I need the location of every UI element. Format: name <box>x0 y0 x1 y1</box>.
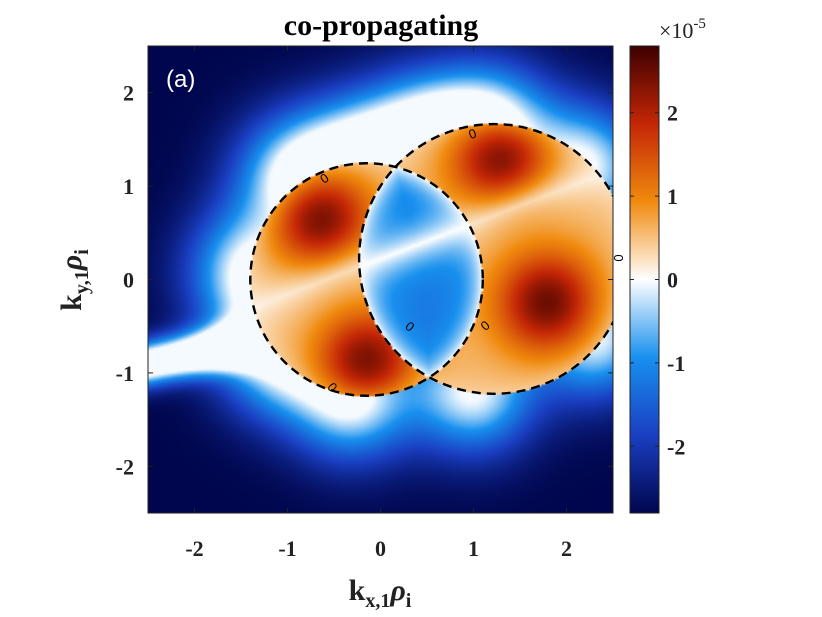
plot-area: 0 0 0 0 0 0 (a) <box>147 45 626 514</box>
colorbar-tick-label: 0 <box>667 268 678 293</box>
x-tick-label: -1 <box>278 536 296 561</box>
y-label-rho: ρ <box>55 255 88 271</box>
x-tick-label: 0 <box>375 536 386 561</box>
svg-text:kx,1ρi: kx,1ρi <box>349 574 412 612</box>
y-tick-label: 2 <box>123 81 134 106</box>
x-label-k: k <box>349 574 366 607</box>
colorbar-tick-label: -2 <box>667 434 685 459</box>
y-tick-label: -1 <box>116 361 134 386</box>
y-tick-label: 0 <box>123 268 134 293</box>
x-tick-label: 1 <box>468 536 479 561</box>
colorbar-bar <box>630 46 659 513</box>
x-tick-label: -2 <box>185 536 203 561</box>
y-tick-label: -2 <box>116 454 134 479</box>
x-axis-label: kx,1ρi <box>349 574 412 612</box>
y-axis-label: ky,1ρi <box>55 249 93 311</box>
colorbar-exponent-base: ×10 <box>659 18 693 43</box>
colorbar-ticks: -2 -1 0 1 2 <box>630 101 685 459</box>
svg-text:×10-5: ×10-5 <box>659 16 706 43</box>
svg-text:ky,1ρi: ky,1ρi <box>55 249 93 311</box>
contour-label: 0 <box>466 125 478 142</box>
zero-contour-left <box>249 162 484 397</box>
y-label-k: k <box>55 294 88 311</box>
heatmap-image <box>148 46 613 513</box>
colorbar-tick-label: 2 <box>667 101 678 126</box>
y-tick-label: 1 <box>123 174 134 199</box>
contours <box>249 122 613 397</box>
contour-label: 0 <box>611 254 626 261</box>
x-label-sub: x,1 <box>365 590 390 612</box>
colorbar-exponent-power: -5 <box>693 16 706 32</box>
y-label-sub: y,1 <box>71 270 93 294</box>
y-label-rho-sub: i <box>71 249 93 255</box>
zero-contour-right <box>357 122 613 395</box>
colorbar-tick-label: 1 <box>667 184 678 209</box>
x-axis-ticks: -2 -1 0 1 2 <box>185 46 572 561</box>
x-tick-label: 2 <box>561 536 572 561</box>
y-axis-ticks: -2 -1 0 1 2 <box>116 81 613 479</box>
colorbar-tick-label: -1 <box>667 351 685 376</box>
x-label-rho: ρ <box>389 574 405 607</box>
colorbar: -2 -1 0 1 2 ×10-5 <box>629 16 706 514</box>
panel-label: (a) <box>166 66 195 93</box>
x-label-rho-sub: i <box>406 590 412 612</box>
chart-title: co-propagating <box>284 9 478 42</box>
